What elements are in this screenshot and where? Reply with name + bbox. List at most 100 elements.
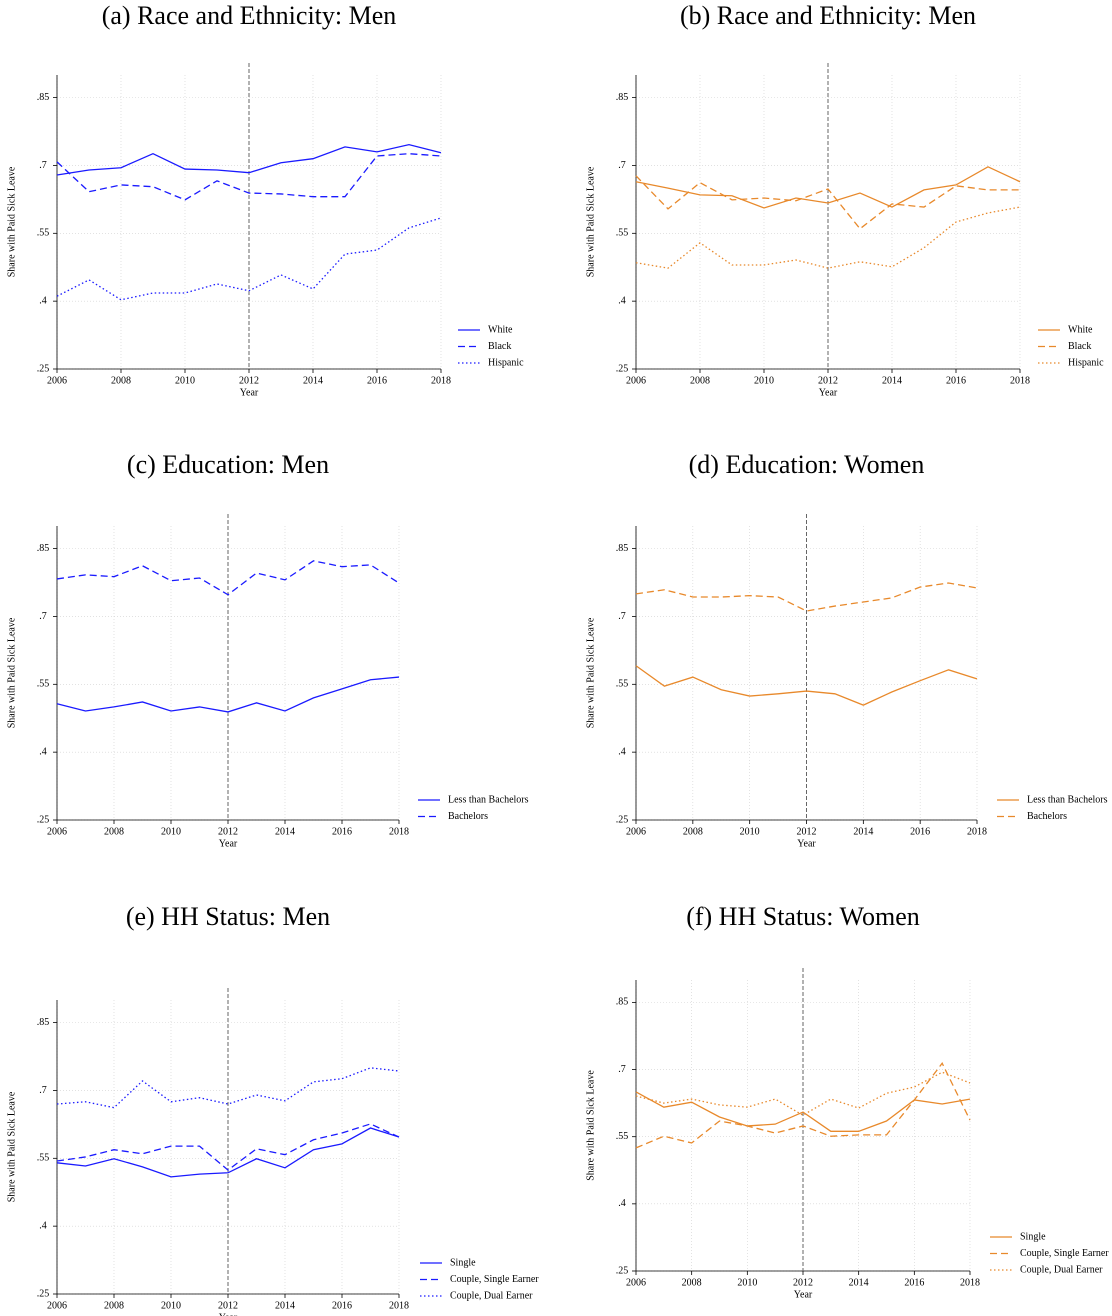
panel: (b) Race and Ethnicity: Men .25 .4 .55 .7 .85… <box>585 1 1104 398</box>
y-tick-label: .25 <box>616 1265 629 1276</box>
x-tick-label: 2014 <box>853 826 873 837</box>
y-tick-label: .55 <box>616 679 629 690</box>
x-tick-label: 2008 <box>683 826 703 837</box>
y-axis-label: Share with Paid Sick Leave <box>585 1070 596 1181</box>
y-tick-label: .55 <box>616 228 629 239</box>
x-tick-label: 2014 <box>882 375 902 386</box>
y-tick-label: .4 <box>618 746 626 757</box>
series-line <box>635 1071 971 1116</box>
y-tick-label: .4 <box>618 295 626 306</box>
x-tick-label: 2016 <box>332 826 352 837</box>
y-tick-label: .7 <box>39 611 47 622</box>
panel: (e) HH Status: Men .25 .4 .55 .7 .85 2006 2008 2… <box>6 902 539 1316</box>
panel: (c) Education: Men .25 .4 .55 .7 .85 2006 2008 2… <box>6 450 528 849</box>
x-tick-label: 2008 <box>104 1300 124 1311</box>
y-tick-label: .4 <box>39 746 47 757</box>
legend-label: Black <box>1068 341 1091 352</box>
x-tick-label: 2006 <box>47 826 67 837</box>
y-tick-label: .25 <box>37 814 50 825</box>
series-line <box>56 153 442 201</box>
panel-title: (d) Education: Women <box>689 450 925 479</box>
y-tick-label: .7 <box>39 1085 47 1096</box>
panel-title: (e) HH Status: Men <box>126 902 330 931</box>
y-tick-label: .4 <box>39 295 47 306</box>
y-axis-label: Share with Paid Sick Leave <box>6 1091 17 1202</box>
legend-label: Bachelors <box>1027 811 1067 822</box>
y-tick-label: .25 <box>616 814 629 825</box>
x-axis-label: Year <box>219 838 238 849</box>
legend-label: White <box>1068 324 1093 335</box>
y-tick-label: .55 <box>616 1131 629 1142</box>
y-tick-label: .7 <box>618 1064 626 1075</box>
y-tick-label: .55 <box>37 1153 50 1164</box>
y-tick-label: .25 <box>37 363 50 374</box>
x-tick-label: 2010 <box>737 1277 757 1288</box>
series-line <box>635 206 1021 269</box>
x-tick-label: 2014 <box>303 375 323 386</box>
y-tick-label: .85 <box>37 92 50 103</box>
y-tick-label: .85 <box>37 1017 50 1028</box>
legend-label: Bachelors <box>448 811 488 822</box>
x-tick-label: 2012 <box>239 375 259 386</box>
x-tick-label: 2016 <box>946 375 966 386</box>
y-tick-label: .7 <box>618 160 626 171</box>
panel: (f) HH Status: Women .25 .4 .55 .7 .85 2006 200… <box>585 902 1109 1300</box>
series-line <box>56 676 400 713</box>
x-tick-label: 2006 <box>626 375 646 386</box>
x-tick-label: 2010 <box>740 826 760 837</box>
x-tick-label: 2008 <box>690 375 710 386</box>
legend-label: Hispanic <box>488 357 524 368</box>
series-line <box>635 166 1021 209</box>
y-tick-label: .55 <box>37 228 50 239</box>
series-line <box>635 175 1020 230</box>
x-tick-label: 2006 <box>626 826 646 837</box>
panel-title: (b) Race and Ethnicity: Men <box>680 1 976 30</box>
x-tick-label: 2012 <box>793 1277 813 1288</box>
series-line <box>635 665 978 706</box>
series-line <box>56 143 442 176</box>
legend-label: Less than Bachelors <box>448 794 529 805</box>
series-line <box>56 1127 400 1178</box>
x-tick-label: 2006 <box>626 1277 646 1288</box>
y-axis-label: Share with Paid Sick Leave <box>6 617 17 728</box>
panel: (d) Education: Women .25 .4 .55 .7 .85 2006 200… <box>585 450 1107 849</box>
legend-label: Couple, Single Earner <box>1020 1248 1109 1259</box>
x-axis-label: Year <box>797 838 816 849</box>
legend-label: Single <box>450 1257 476 1268</box>
y-tick-label: .4 <box>39 1220 47 1231</box>
x-axis-label: Year <box>794 1289 813 1300</box>
legend-label: Hispanic <box>1068 357 1104 368</box>
x-tick-label: 2010 <box>161 1300 181 1311</box>
x-tick-label: 2014 <box>849 1277 869 1288</box>
x-tick-label: 2018 <box>389 1300 409 1311</box>
x-tick-label: 2008 <box>682 1277 702 1288</box>
y-tick-label: .7 <box>39 160 47 171</box>
y-tick-label: .25 <box>616 363 629 374</box>
panel: (a) Race and Ethnicity: Men .25 .4 .55 .7 .85… <box>6 1 524 398</box>
x-tick-label: 2018 <box>389 826 409 837</box>
series-line <box>56 560 400 596</box>
x-tick-label: 2006 <box>47 1300 67 1311</box>
y-tick-label: .85 <box>616 543 629 554</box>
x-tick-label: 2012 <box>218 1300 238 1311</box>
y-tick-label: .85 <box>616 997 629 1008</box>
panel-title: (a) Race and Ethnicity: Men <box>102 1 397 30</box>
x-tick-label: 2010 <box>754 375 774 386</box>
series-line <box>56 217 442 301</box>
x-tick-label: 2018 <box>960 1277 980 1288</box>
x-axis-label: Year <box>219 1312 238 1316</box>
legend-label: Single <box>1020 1231 1046 1242</box>
x-axis-label: Year <box>240 387 259 398</box>
legend-label: Couple, Single Earner <box>450 1274 539 1285</box>
x-tick-label: 2016 <box>367 375 387 386</box>
x-tick-label: 2018 <box>967 826 987 837</box>
y-tick-label: .7 <box>618 611 626 622</box>
x-tick-label: 2008 <box>104 826 124 837</box>
series-line <box>635 1062 971 1149</box>
y-tick-label: .85 <box>37 543 50 554</box>
panel-title: (c) Education: Men <box>127 450 329 479</box>
series-line <box>635 582 978 612</box>
x-tick-label: 2006 <box>47 375 67 386</box>
x-tick-label: 2016 <box>904 1277 924 1288</box>
